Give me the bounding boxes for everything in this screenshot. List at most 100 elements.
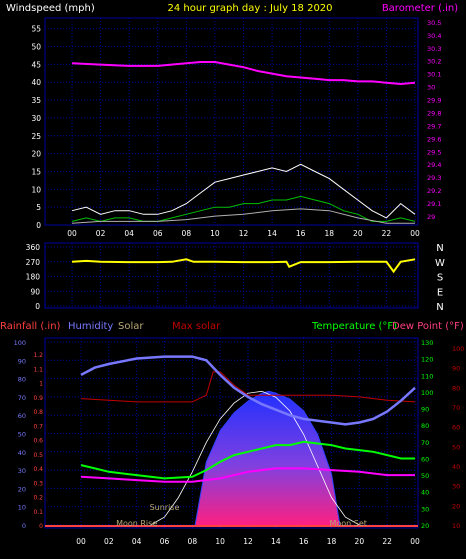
wind-y-tick: 45	[31, 60, 41, 69]
series-solar	[194, 390, 341, 527]
rain-y-tick: 0.3	[33, 480, 43, 487]
barometer-y-tick: 30.4	[427, 32, 441, 40]
page-title: 24 hour graph day : July 18 2020	[167, 3, 332, 14]
humidity-y-tick: 90	[18, 357, 26, 365]
rain-y-tick: 0.2	[33, 495, 43, 502]
wind-x-tick: 00	[67, 229, 77, 238]
thermo-x-tick: 00	[410, 537, 420, 546]
wind-x-tick: 14	[267, 229, 277, 238]
temperature-y-tick: 130	[421, 339, 433, 347]
barometer-y-tick: 29	[427, 213, 435, 221]
series-wind-direction	[71, 258, 416, 274]
series-average-wind	[71, 208, 415, 224]
series-wind-speed	[71, 195, 416, 222]
thermo-x-tick: 06	[160, 537, 170, 546]
barometer-y-tick: 30.5	[427, 19, 441, 27]
humidity-y-tick: 30	[18, 467, 26, 475]
thermo-x-tick: 02	[104, 537, 114, 546]
wind-x-tick: 06	[153, 229, 163, 238]
wind-x-tick: 10	[210, 229, 220, 238]
solar-y-tick: 40	[452, 463, 460, 471]
legend-item: Humidity	[68, 321, 113, 332]
thermo-x-tick: 00	[76, 537, 86, 546]
windspeed-axis-label: Windspeed (mph)	[6, 3, 95, 14]
direction-plot-frame	[44, 242, 419, 309]
solar-y-tick: 100	[452, 345, 464, 353]
temperature-y-tick: 100	[421, 389, 433, 397]
humidity-y-tick: 10	[18, 504, 26, 512]
series-dew-point	[80, 467, 415, 483]
rain-y-tick: 1	[39, 381, 43, 388]
humidity-y-tick: 100	[14, 339, 26, 347]
thermo-x-tick: 16	[299, 537, 309, 546]
barometer-y-tick: 30.1	[427, 71, 441, 79]
wind-barometer-panel: 00 02 04 06 08 10 12 14 16 18 20 22 0005101520253035…	[31, 17, 441, 238]
wind-y-tick: 5	[36, 203, 41, 212]
wind-x-tick: 16	[296, 229, 306, 238]
rain-y-tick: 0.1	[33, 509, 43, 516]
temperature-y-tick: 30	[421, 505, 429, 513]
temperature-humidity-panel: Rainfall (.in) Humidity Solar Max solar Temp…	[0, 321, 464, 546]
legend-item: Dew Point (°F)	[392, 321, 464, 332]
barometer-y-tick: 29.5	[427, 148, 441, 156]
thermo-x-tick: 12	[243, 537, 253, 546]
wind-y-tick: 25	[31, 132, 41, 141]
legend-item: Rainfall (.in)	[0, 321, 61, 332]
rain-y-tick: 0.6	[33, 438, 43, 445]
thermo-x-tick: 04	[132, 537, 142, 546]
temperature-y-tick: 50	[421, 472, 429, 480]
series-max-solar	[80, 371, 416, 403]
wind-y-tick: 30	[31, 114, 41, 123]
rain-y-tick: 0.8	[33, 409, 43, 416]
wind-x-tick: 22	[382, 229, 392, 238]
humidity-y-tick: 60	[18, 412, 26, 420]
rain-y-tick: 0	[39, 523, 43, 530]
wind-y-tick: 15	[31, 167, 41, 176]
compass-label: N	[436, 243, 443, 254]
annotation-sunrise: Sunrise	[150, 503, 180, 512]
temperature-y-tick: 60	[421, 455, 429, 463]
wind-y-tick: 20	[31, 150, 41, 159]
direction-y-tick: 270	[26, 258, 41, 267]
solar-y-tick: 50	[452, 443, 460, 451]
barometer-y-tick: 29.8	[427, 109, 441, 117]
chart-header: Windspeed (mph) 24 hour graph day : July…	[6, 3, 458, 14]
legend-item: Solar	[118, 321, 144, 332]
barometer-y-tick: 29.2	[427, 187, 441, 195]
wind-y-tick: 40	[31, 78, 41, 87]
barometer-y-tick: 30.3	[427, 45, 441, 53]
rain-y-tick: 0.7	[33, 423, 43, 430]
wind-y-tick: 35	[31, 96, 41, 105]
direction-y-tick: 180	[26, 273, 41, 282]
direction-y-tick: 90	[30, 287, 40, 296]
wind-x-tick: 12	[239, 229, 249, 238]
barometer-y-tick: 30	[427, 84, 435, 92]
thermo-x-tick: 14	[271, 537, 281, 546]
wind-y-tick: 10	[31, 185, 41, 194]
wind-y-tick: 0	[36, 221, 41, 230]
barometer-y-tick: 29.4	[427, 161, 441, 169]
temperature-y-tick: 40	[421, 489, 429, 497]
wind-x-tick: 00	[410, 229, 420, 238]
legend-item: Max solar	[172, 321, 221, 332]
temperature-y-tick: 90	[421, 406, 429, 414]
wind-x-tick: 08	[182, 229, 192, 238]
wind-x-tick: 18	[324, 229, 334, 238]
barometer-y-tick: 29.6	[427, 135, 441, 143]
wind-x-tick: 04	[124, 229, 134, 238]
series-wind-gust	[71, 163, 416, 219]
direction-y-tick: 360	[26, 243, 41, 252]
rain-y-tick: 0.9	[33, 395, 43, 402]
temperature-y-tick: 110	[421, 372, 433, 380]
humidity-y-tick: 0	[22, 522, 26, 530]
barometer-y-tick: 29.3	[427, 174, 441, 182]
solar-y-tick: 10	[452, 522, 460, 530]
humidity-y-tick: 70	[18, 394, 26, 402]
rain-y-tick: 0.5	[33, 452, 43, 459]
thermo-x-tick: 10	[215, 537, 225, 546]
temperature-y-tick: 80	[421, 422, 429, 430]
solar-y-tick: 60	[452, 424, 460, 432]
